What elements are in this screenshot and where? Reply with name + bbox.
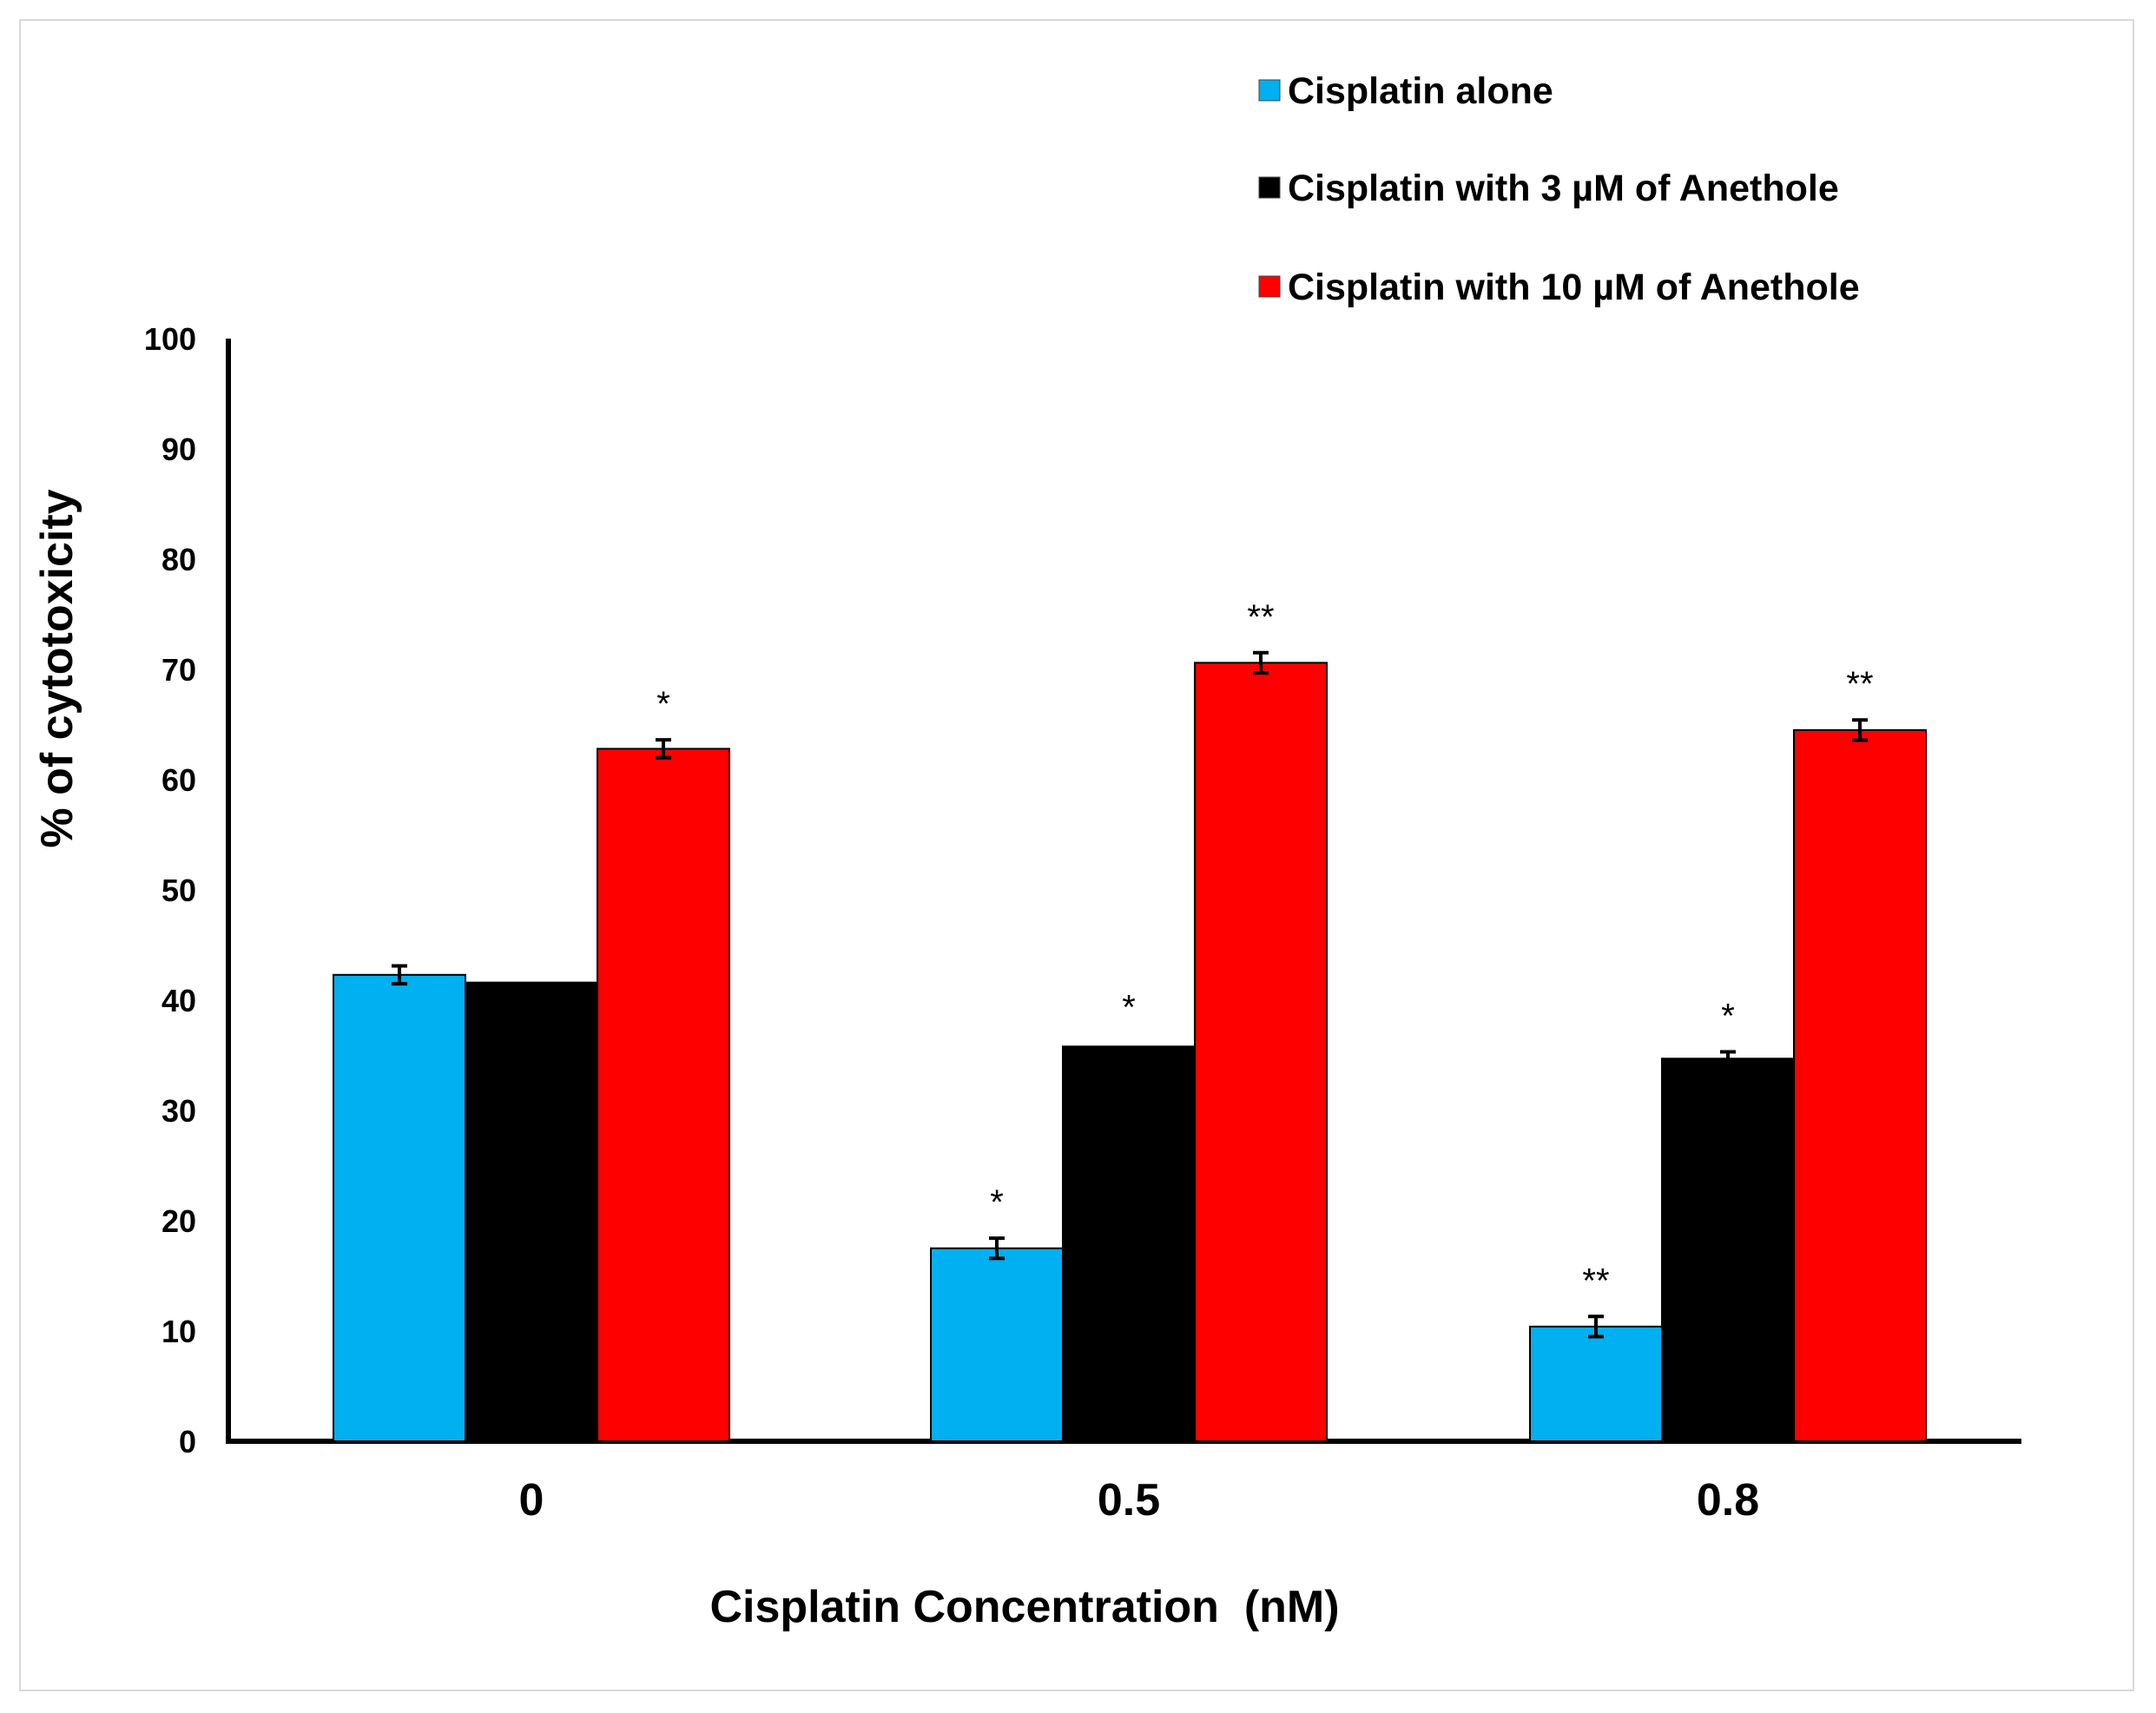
x-tick-labels: 0 0.5 0.8 — [519, 1475, 1760, 1525]
significance-mark: * — [990, 1183, 1004, 1222]
bar — [1793, 728, 1927, 1442]
bar — [597, 748, 730, 1442]
bar — [465, 981, 598, 1443]
error-bar — [1588, 1314, 1604, 1339]
error-bar — [1852, 718, 1868, 742]
error-bar — [989, 1236, 1005, 1261]
legend: Cisplatin alone Cisplatin with 3 µM of A… — [1258, 70, 1860, 308]
bar — [1062, 1045, 1196, 1442]
x-tick-label: 0.8 — [1697, 1475, 1759, 1525]
y-tick-label: 70 — [162, 652, 196, 688]
y-tick-label: 50 — [162, 873, 196, 908]
error-bar — [656, 738, 671, 760]
legend-swatch-cisplatin-alone — [1258, 79, 1281, 102]
y-tick-label: 90 — [162, 432, 196, 467]
legend-label-cisplatin-10um: Cisplatin with 10 µM of Anethole — [1288, 267, 1860, 308]
y-tick-label: 80 — [162, 542, 196, 577]
y-tick-label: 60 — [162, 762, 196, 798]
bar — [930, 1247, 1064, 1442]
y-tick-label: 0 — [179, 1424, 196, 1459]
x-tick-label: 0.5 — [1098, 1475, 1160, 1525]
significance-mark: * — [1721, 998, 1735, 1036]
bar — [1529, 1325, 1663, 1443]
y-tick-label: 40 — [162, 983, 196, 1018]
y-tick-label: 100 — [144, 321, 196, 357]
legend-label-cisplatin-3um: Cisplatin with 3 µM of Anethole — [1288, 168, 1839, 209]
legend-label-cisplatin-alone: Cisplatin alone — [1288, 70, 1553, 112]
legend-swatch-cisplatin-3um — [1258, 176, 1281, 199]
bars-layer: **** ****** — [333, 598, 1927, 1443]
error-bar — [1720, 1050, 1736, 1068]
x-tick-label: 0 — [519, 1475, 544, 1525]
y-tick-label: 30 — [162, 1093, 196, 1129]
y-tick-label: 20 — [162, 1203, 196, 1239]
error-bar — [1253, 650, 1269, 675]
significance-mark: ** — [1582, 1262, 1609, 1300]
y-axis-title: % of cytotoxicity — [32, 489, 82, 847]
bar — [1194, 662, 1328, 1442]
significance-mark: ** — [1247, 598, 1274, 636]
y-tick-label: 10 — [162, 1314, 196, 1349]
bar — [1661, 1057, 1795, 1443]
significance-mark: ** — [1846, 665, 1873, 703]
significance-mark: * — [1122, 988, 1136, 1026]
x-axis-title: Cisplatin Concentration (nM) — [709, 1582, 1339, 1632]
error-bar — [392, 964, 407, 986]
y-tick-labels: 0 10 20 30 40 50 60 70 80 90 100 — [144, 321, 196, 1459]
significance-mark: * — [656, 685, 670, 723]
bar — [333, 973, 466, 1443]
legend-swatch-cisplatin-10um — [1258, 275, 1281, 298]
